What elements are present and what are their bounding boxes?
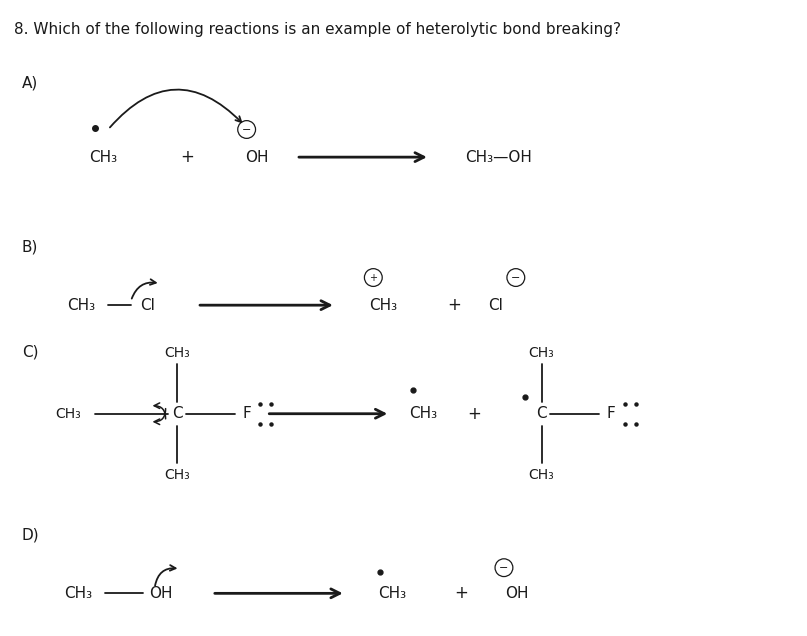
Text: Cl: Cl bbox=[488, 298, 504, 313]
Text: OH: OH bbox=[505, 586, 529, 601]
Text: CH₃: CH₃ bbox=[369, 298, 397, 313]
Text: Cl: Cl bbox=[140, 298, 155, 313]
Text: −: − bbox=[242, 125, 251, 134]
Text: CH₃: CH₃ bbox=[89, 149, 117, 165]
Text: OH: OH bbox=[245, 149, 268, 165]
Text: CH₃: CH₃ bbox=[529, 468, 554, 482]
Text: CH₃: CH₃ bbox=[408, 406, 437, 421]
Text: A): A) bbox=[22, 75, 38, 90]
Text: C: C bbox=[172, 406, 182, 421]
Text: D): D) bbox=[22, 527, 40, 543]
Text: +: + bbox=[448, 296, 462, 314]
Text: CH₃: CH₃ bbox=[165, 345, 190, 359]
Text: C: C bbox=[536, 406, 547, 421]
Text: CH₃: CH₃ bbox=[529, 345, 554, 359]
Text: OH: OH bbox=[148, 586, 172, 601]
Text: +: + bbox=[454, 584, 468, 602]
Text: CH₃: CH₃ bbox=[165, 468, 190, 482]
Text: CH₃: CH₃ bbox=[65, 586, 93, 601]
Text: +: + bbox=[467, 404, 481, 423]
Text: B): B) bbox=[22, 239, 39, 254]
Text: +: + bbox=[370, 273, 378, 282]
Text: F: F bbox=[607, 406, 615, 421]
Text: C): C) bbox=[22, 345, 39, 359]
Text: CH₃—OH: CH₃—OH bbox=[466, 149, 533, 165]
Text: 8. Which of the following reactions is an example of heterolytic bond breaking?: 8. Which of the following reactions is a… bbox=[14, 22, 621, 37]
Text: +: + bbox=[180, 148, 194, 166]
Text: CH₃: CH₃ bbox=[67, 298, 95, 313]
Text: CH₃: CH₃ bbox=[56, 407, 82, 421]
Text: −: − bbox=[511, 273, 521, 282]
Text: −: − bbox=[500, 563, 508, 572]
Text: CH₃: CH₃ bbox=[378, 586, 406, 601]
Text: F: F bbox=[242, 406, 251, 421]
